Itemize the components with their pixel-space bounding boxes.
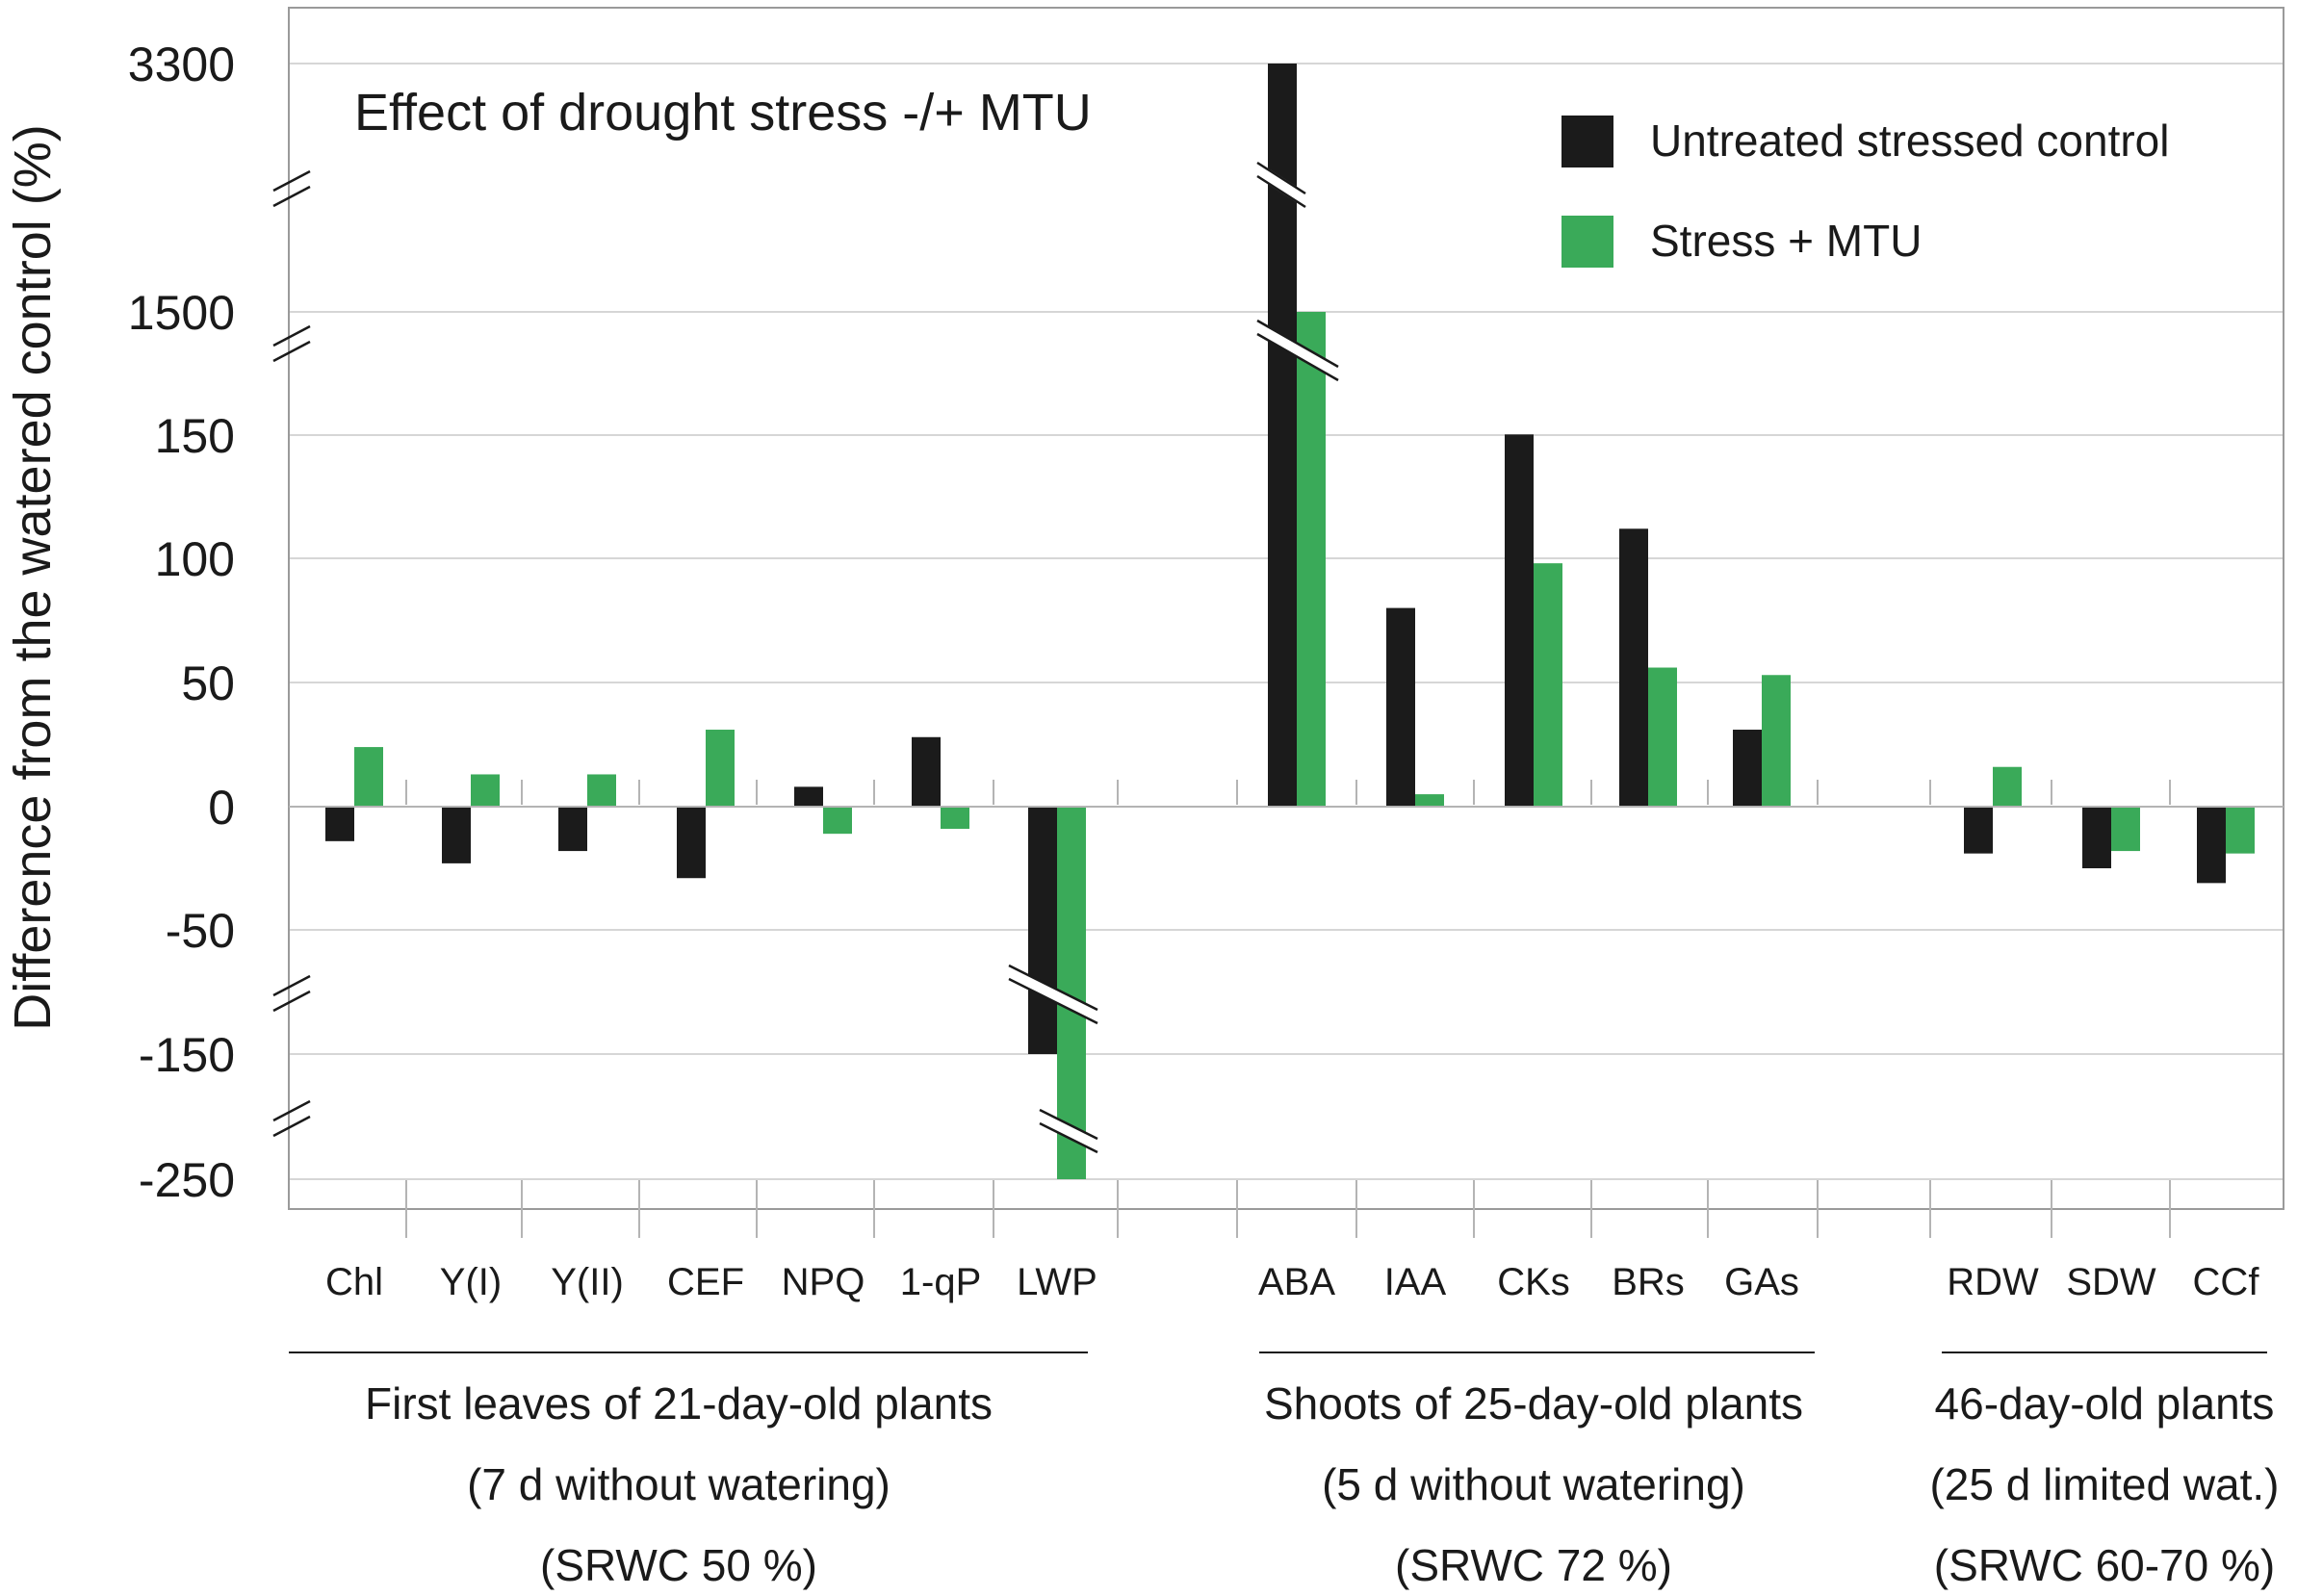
category-label: ABA (1258, 1261, 1335, 1303)
axis-break-mark (272, 185, 311, 208)
axis-layer: 3300 1500 150 100 50 0 -50 -150 -250 Chl Y(I) Y(II)… (128, 38, 2284, 1303)
bar-break-edge (1039, 1121, 1098, 1154)
bar-RDW-untreated (1964, 807, 1993, 854)
y-tick-label: -150 (139, 1028, 235, 1082)
category-label: Y(I) (440, 1261, 502, 1303)
category-label: Chl (325, 1261, 383, 1303)
legend: Untreated stressed control Stress + MTU (1561, 116, 2170, 268)
axis-break-mark (272, 1115, 311, 1138)
bar-CEF-mtu (706, 730, 735, 807)
category-label: CCf (2193, 1261, 2260, 1303)
group-label-line: (7 d without watering) (467, 1459, 890, 1509)
category-label: LWP (1017, 1261, 1097, 1303)
bar-CCf-untreated (2197, 807, 2226, 884)
bar-CKs-untreated (1505, 434, 1534, 807)
legend-label-mtu: Stress + MTU (1650, 216, 1922, 266)
bar-NPQ-mtu (823, 807, 852, 835)
bar-BRs-mtu (1648, 667, 1677, 807)
group-label-line: Shoots of 25-day-old plants (1264, 1378, 1803, 1429)
y-tick-label: 0 (208, 781, 235, 835)
bar-Y(I)-mtu (471, 774, 500, 807)
y-tick-label: 1500 (128, 286, 235, 340)
category-label: NPQ (782, 1261, 865, 1303)
category-label: IAA (1384, 1261, 1447, 1303)
bar-break-gap (1005, 965, 1101, 1023)
group-label-line: (SRWC 50 %) (540, 1540, 817, 1590)
bar-break-edge (1256, 332, 1339, 382)
axis-break-mark (272, 169, 311, 193)
bar-ABA-mtu (1297, 312, 1326, 807)
bar-Y(I)-untreated (442, 807, 471, 863)
axis-break-mark (272, 990, 311, 1013)
group-label-line: First leaves of 21-day-old plants (365, 1378, 993, 1429)
y-tick-label: -250 (139, 1153, 235, 1207)
group-label-line: (SRWC 72 %) (1395, 1540, 1672, 1590)
y-axis-label: Difference from the watered control (%) (4, 124, 62, 1030)
bar-CKs-mtu (1534, 563, 1562, 807)
bar-Chl-mtu (354, 747, 383, 807)
bar-IAA-untreated (1386, 607, 1415, 807)
category-label: GAs (1724, 1261, 1799, 1303)
bar-break-gap (1036, 1110, 1101, 1152)
y-tick-label: 3300 (128, 38, 235, 91)
legend-label-untreated: Untreated stressed control (1650, 116, 2170, 166)
bar-1-qP-mtu (941, 807, 969, 830)
bar-Y(II)-mtu (587, 774, 616, 807)
group-label-line: (25 d limited wat.) (1929, 1459, 2279, 1509)
bar-CCf-mtu (2226, 807, 2255, 854)
bar-1-qP-untreated (912, 736, 941, 807)
plot-area (288, 7, 2284, 1210)
bar-break-edge (1039, 1108, 1098, 1141)
category-label: 1-qP (900, 1261, 982, 1303)
bar-RDW-mtu (1993, 766, 2022, 807)
chart-title: Effect of drought stress -/+ MTU (354, 84, 1092, 142)
group-label-line: 46-day-old plants (1935, 1378, 2275, 1429)
y-tick-label: 150 (155, 409, 235, 463)
bar-Y(II)-untreated (558, 807, 587, 852)
bar-break-edge (1256, 161, 1306, 195)
bar-break-edge (1008, 977, 1098, 1025)
category-label: BRs (1612, 1261, 1685, 1303)
y-tick-label: 100 (155, 532, 235, 586)
bar-GAs-untreated (1733, 730, 1762, 807)
axis-break-mark (272, 340, 311, 363)
category-label: CKs (1497, 1261, 1570, 1303)
category-label: SDW (2066, 1261, 2156, 1303)
group-label-line: (SRWC 60-70 %) (1934, 1540, 2275, 1590)
axis-break-mark (272, 974, 311, 997)
bar-IAA-mtu (1415, 794, 1444, 807)
bar-CEF-untreated (677, 807, 706, 879)
bar-GAs-mtu (1762, 675, 1791, 807)
legend-swatch-mtu (1561, 216, 1613, 268)
category-label: Y(II) (551, 1261, 624, 1303)
y-tick-label: 50 (181, 656, 235, 710)
category-label: RDW (1947, 1261, 2039, 1303)
bar-SDW-untreated (2082, 807, 2111, 868)
legend-swatch-untreated (1561, 116, 1613, 167)
bar-LWP-untreated (1028, 807, 1057, 1054)
bar-break-gap (1253, 164, 1309, 206)
bars-layer (325, 64, 2255, 1179)
bar-NPQ-untreated (794, 786, 823, 807)
axis-break-mark (272, 1099, 311, 1122)
bar-BRs-untreated (1619, 528, 1648, 807)
axis-break-mark (272, 324, 311, 348)
bar-break-gap (1253, 321, 1342, 380)
bar-SDW-mtu (2111, 807, 2140, 852)
y-tick-label: -50 (166, 904, 235, 958)
bar-Chl-untreated (325, 807, 354, 841)
bar-break-edge (1256, 174, 1306, 209)
category-label: CEF (667, 1261, 744, 1303)
group-label-line: (5 d without watering) (1322, 1459, 1745, 1509)
bar-break-edge (1256, 319, 1339, 369)
group-labels: First leaves of 21-day-old plants (7 d wi… (289, 1351, 2280, 1590)
bar-break-edge (1008, 964, 1098, 1012)
